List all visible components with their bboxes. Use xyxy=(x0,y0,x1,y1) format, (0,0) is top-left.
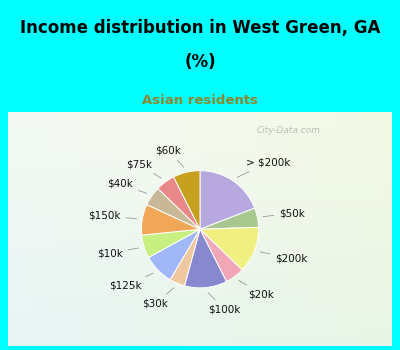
Wedge shape xyxy=(141,204,200,235)
Wedge shape xyxy=(142,229,200,257)
Wedge shape xyxy=(174,170,200,229)
Text: $30k: $30k xyxy=(142,288,174,309)
Text: $40k: $40k xyxy=(108,178,147,194)
Wedge shape xyxy=(158,177,200,229)
Text: $150k: $150k xyxy=(88,211,136,221)
Text: $200k: $200k xyxy=(260,252,308,263)
Text: City-Data.com: City-Data.com xyxy=(256,126,320,135)
Wedge shape xyxy=(148,229,200,280)
Text: $125k: $125k xyxy=(109,273,153,290)
Text: $10k: $10k xyxy=(97,248,138,258)
Text: (%): (%) xyxy=(184,52,216,71)
Text: $100k: $100k xyxy=(208,293,240,315)
Wedge shape xyxy=(147,189,200,229)
Text: > $200k: > $200k xyxy=(237,158,290,177)
Wedge shape xyxy=(200,208,258,229)
Wedge shape xyxy=(170,229,200,286)
Text: $50k: $50k xyxy=(263,208,305,218)
Text: $75k: $75k xyxy=(126,159,161,178)
Text: Income distribution in West Green, GA: Income distribution in West Green, GA xyxy=(20,19,380,37)
Text: $20k: $20k xyxy=(239,280,274,299)
Wedge shape xyxy=(184,229,226,288)
Wedge shape xyxy=(200,227,259,270)
Wedge shape xyxy=(200,229,242,281)
Text: $60k: $60k xyxy=(155,146,184,167)
Text: Asian residents: Asian residents xyxy=(142,94,258,107)
Wedge shape xyxy=(200,170,255,229)
